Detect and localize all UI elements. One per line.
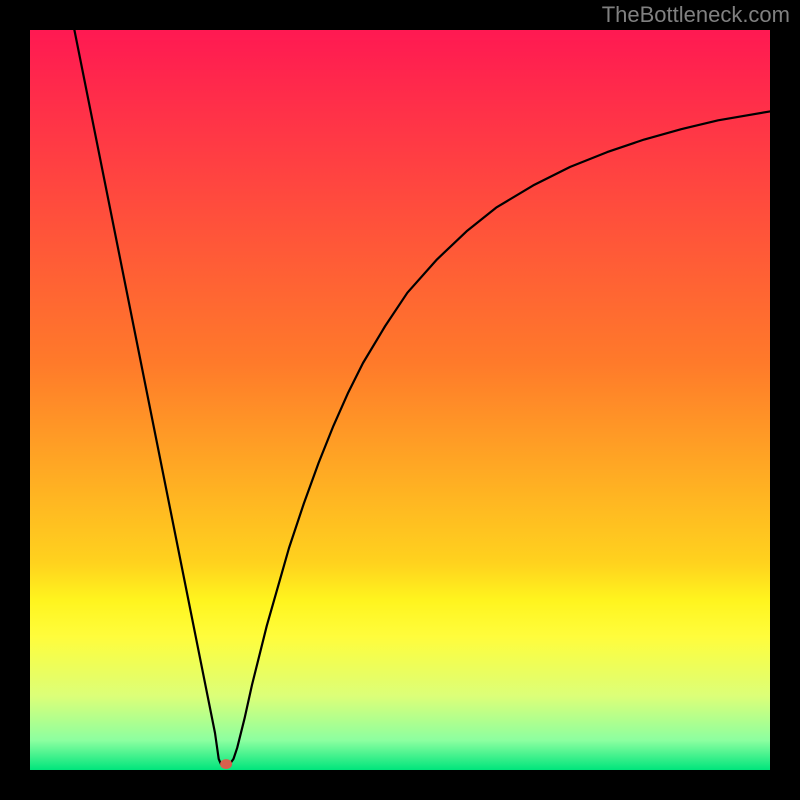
watermark-label: TheBottleneck.com bbox=[602, 2, 790, 28]
minimum-marker-dot bbox=[220, 759, 232, 769]
curve-path bbox=[74, 30, 770, 766]
bottleneck-curve bbox=[0, 0, 800, 800]
chart-container: TheBottleneck.com bbox=[0, 0, 800, 800]
